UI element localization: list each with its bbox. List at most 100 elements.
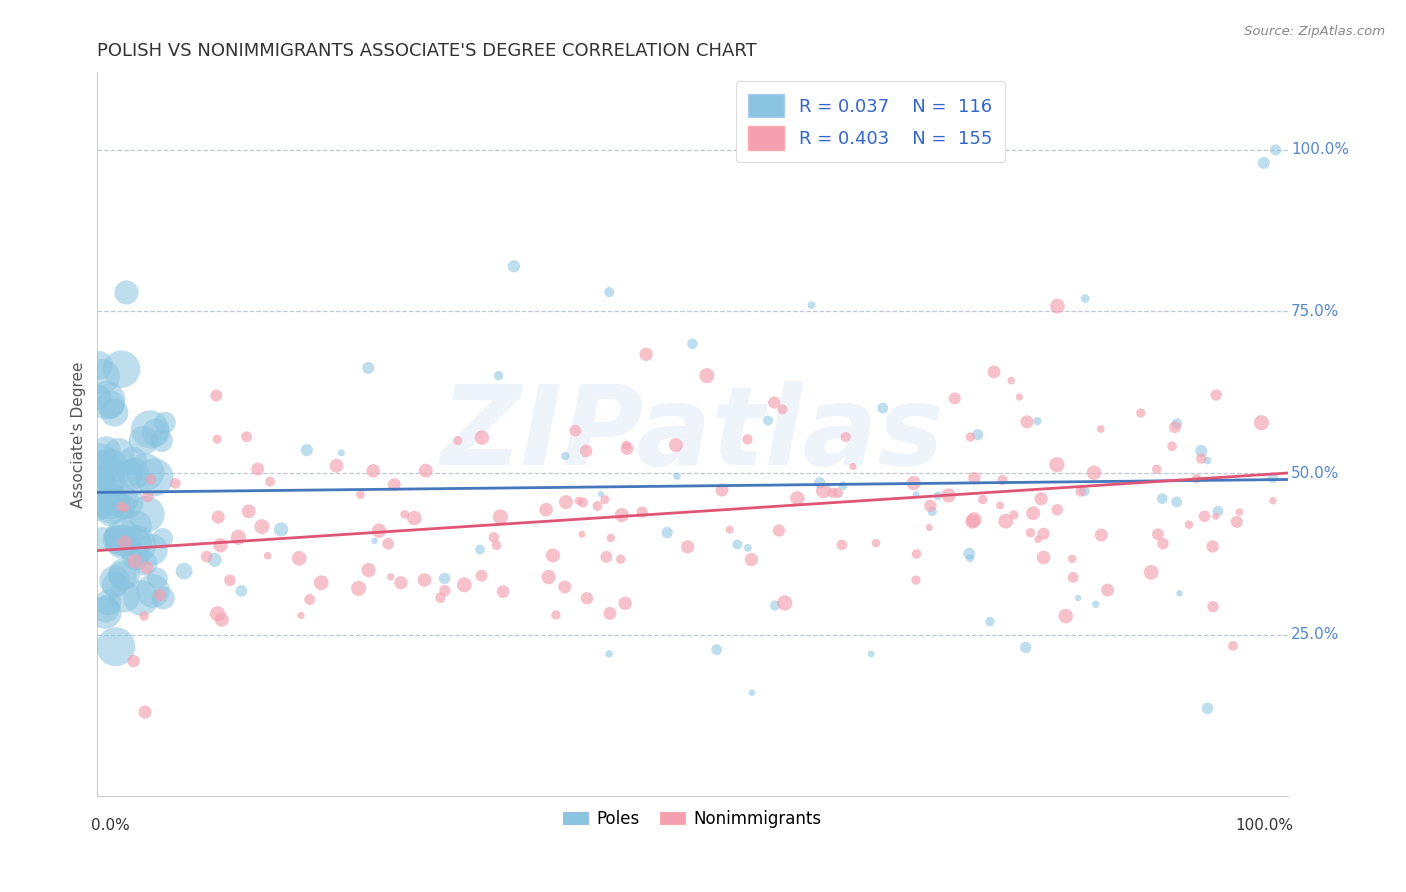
Point: [361, 464, 384, 478]
Point: [616, 442, 638, 456]
Point: [135, 507, 157, 521]
Point: [295, 443, 318, 458]
Point: [962, 515, 984, 529]
Point: [231, 584, 253, 599]
Point: [142, 584, 165, 599]
Point: [195, 549, 218, 564]
Text: ZIPatlas: ZIPatlas: [440, 381, 945, 488]
Point: [98, 458, 121, 473]
Point: [1090, 528, 1112, 542]
Point: [134, 609, 156, 624]
Point: [963, 471, 986, 485]
Point: [737, 541, 759, 555]
Point: [741, 686, 763, 700]
Point: [921, 504, 943, 518]
Point: [537, 570, 560, 584]
Point: [1253, 156, 1275, 170]
Point: [598, 647, 620, 661]
Point: [173, 564, 195, 578]
Point: [447, 434, 470, 448]
Point: [136, 490, 159, 504]
Text: 75.0%: 75.0%: [1291, 304, 1340, 319]
Point: [115, 495, 138, 509]
Point: [380, 570, 402, 584]
Point: [489, 509, 512, 524]
Point: [1073, 484, 1095, 499]
Point: [89, 455, 111, 469]
Point: [1194, 509, 1216, 524]
Point: [125, 518, 148, 533]
Point: [1189, 444, 1212, 458]
Point: [1015, 415, 1038, 429]
Point: [763, 599, 786, 613]
Text: 50.0%: 50.0%: [1291, 466, 1340, 481]
Point: [134, 705, 156, 719]
Point: [1008, 390, 1031, 404]
Point: [1046, 502, 1069, 516]
Point: [141, 542, 163, 557]
Point: [768, 524, 790, 538]
Point: [1000, 374, 1022, 388]
Point: [1201, 540, 1223, 554]
Point: [219, 574, 242, 588]
Point: [920, 499, 942, 513]
Point: [903, 476, 925, 491]
Point: [139, 422, 162, 436]
Point: [111, 531, 134, 545]
Point: [471, 568, 494, 582]
Point: [98, 506, 121, 520]
Point: [676, 540, 699, 554]
Point: [988, 499, 1011, 513]
Point: [96, 443, 118, 458]
Point: [994, 514, 1017, 528]
Point: [377, 537, 399, 551]
Point: [96, 393, 118, 408]
Point: [134, 465, 156, 479]
Point: [568, 494, 591, 508]
Point: [288, 551, 311, 566]
Point: [1164, 420, 1187, 434]
Point: [859, 647, 882, 661]
Point: [143, 470, 166, 484]
Point: [357, 563, 380, 577]
Point: [100, 473, 122, 487]
Point: [1261, 493, 1284, 508]
Point: [453, 578, 475, 592]
Point: [204, 553, 226, 567]
Point: [91, 369, 114, 384]
Point: [415, 464, 437, 478]
Point: [1062, 570, 1084, 584]
Point: [100, 398, 122, 412]
Point: [122, 654, 145, 668]
Point: [468, 542, 491, 557]
Point: [991, 473, 1014, 487]
Point: [429, 591, 451, 605]
Point: [770, 402, 793, 417]
Point: [1197, 453, 1219, 467]
Point: [121, 454, 143, 468]
Point: [98, 494, 121, 508]
Point: [963, 513, 986, 527]
Text: POLISH VS NONIMMIGRANTS ASSOCIATE'S DEGREE CORRELATION CHART: POLISH VS NONIMMIGRANTS ASSOCIATE'S DEGR…: [97, 42, 756, 60]
Point: [87, 473, 110, 487]
Point: [599, 531, 621, 545]
Point: [938, 488, 960, 502]
Point: [235, 430, 257, 444]
Point: [696, 368, 718, 383]
Point: [309, 575, 332, 590]
Point: [1166, 495, 1188, 509]
Point: [1178, 517, 1201, 532]
Point: [972, 492, 994, 507]
Point: [834, 430, 856, 444]
Point: [842, 459, 865, 474]
Point: [599, 607, 621, 621]
Point: [589, 487, 612, 501]
Point: [108, 446, 131, 460]
Point: [228, 530, 250, 544]
Point: [152, 532, 174, 546]
Point: [96, 488, 118, 502]
Point: [349, 487, 371, 501]
Point: [821, 485, 844, 500]
Point: [1067, 591, 1090, 605]
Point: [482, 530, 505, 544]
